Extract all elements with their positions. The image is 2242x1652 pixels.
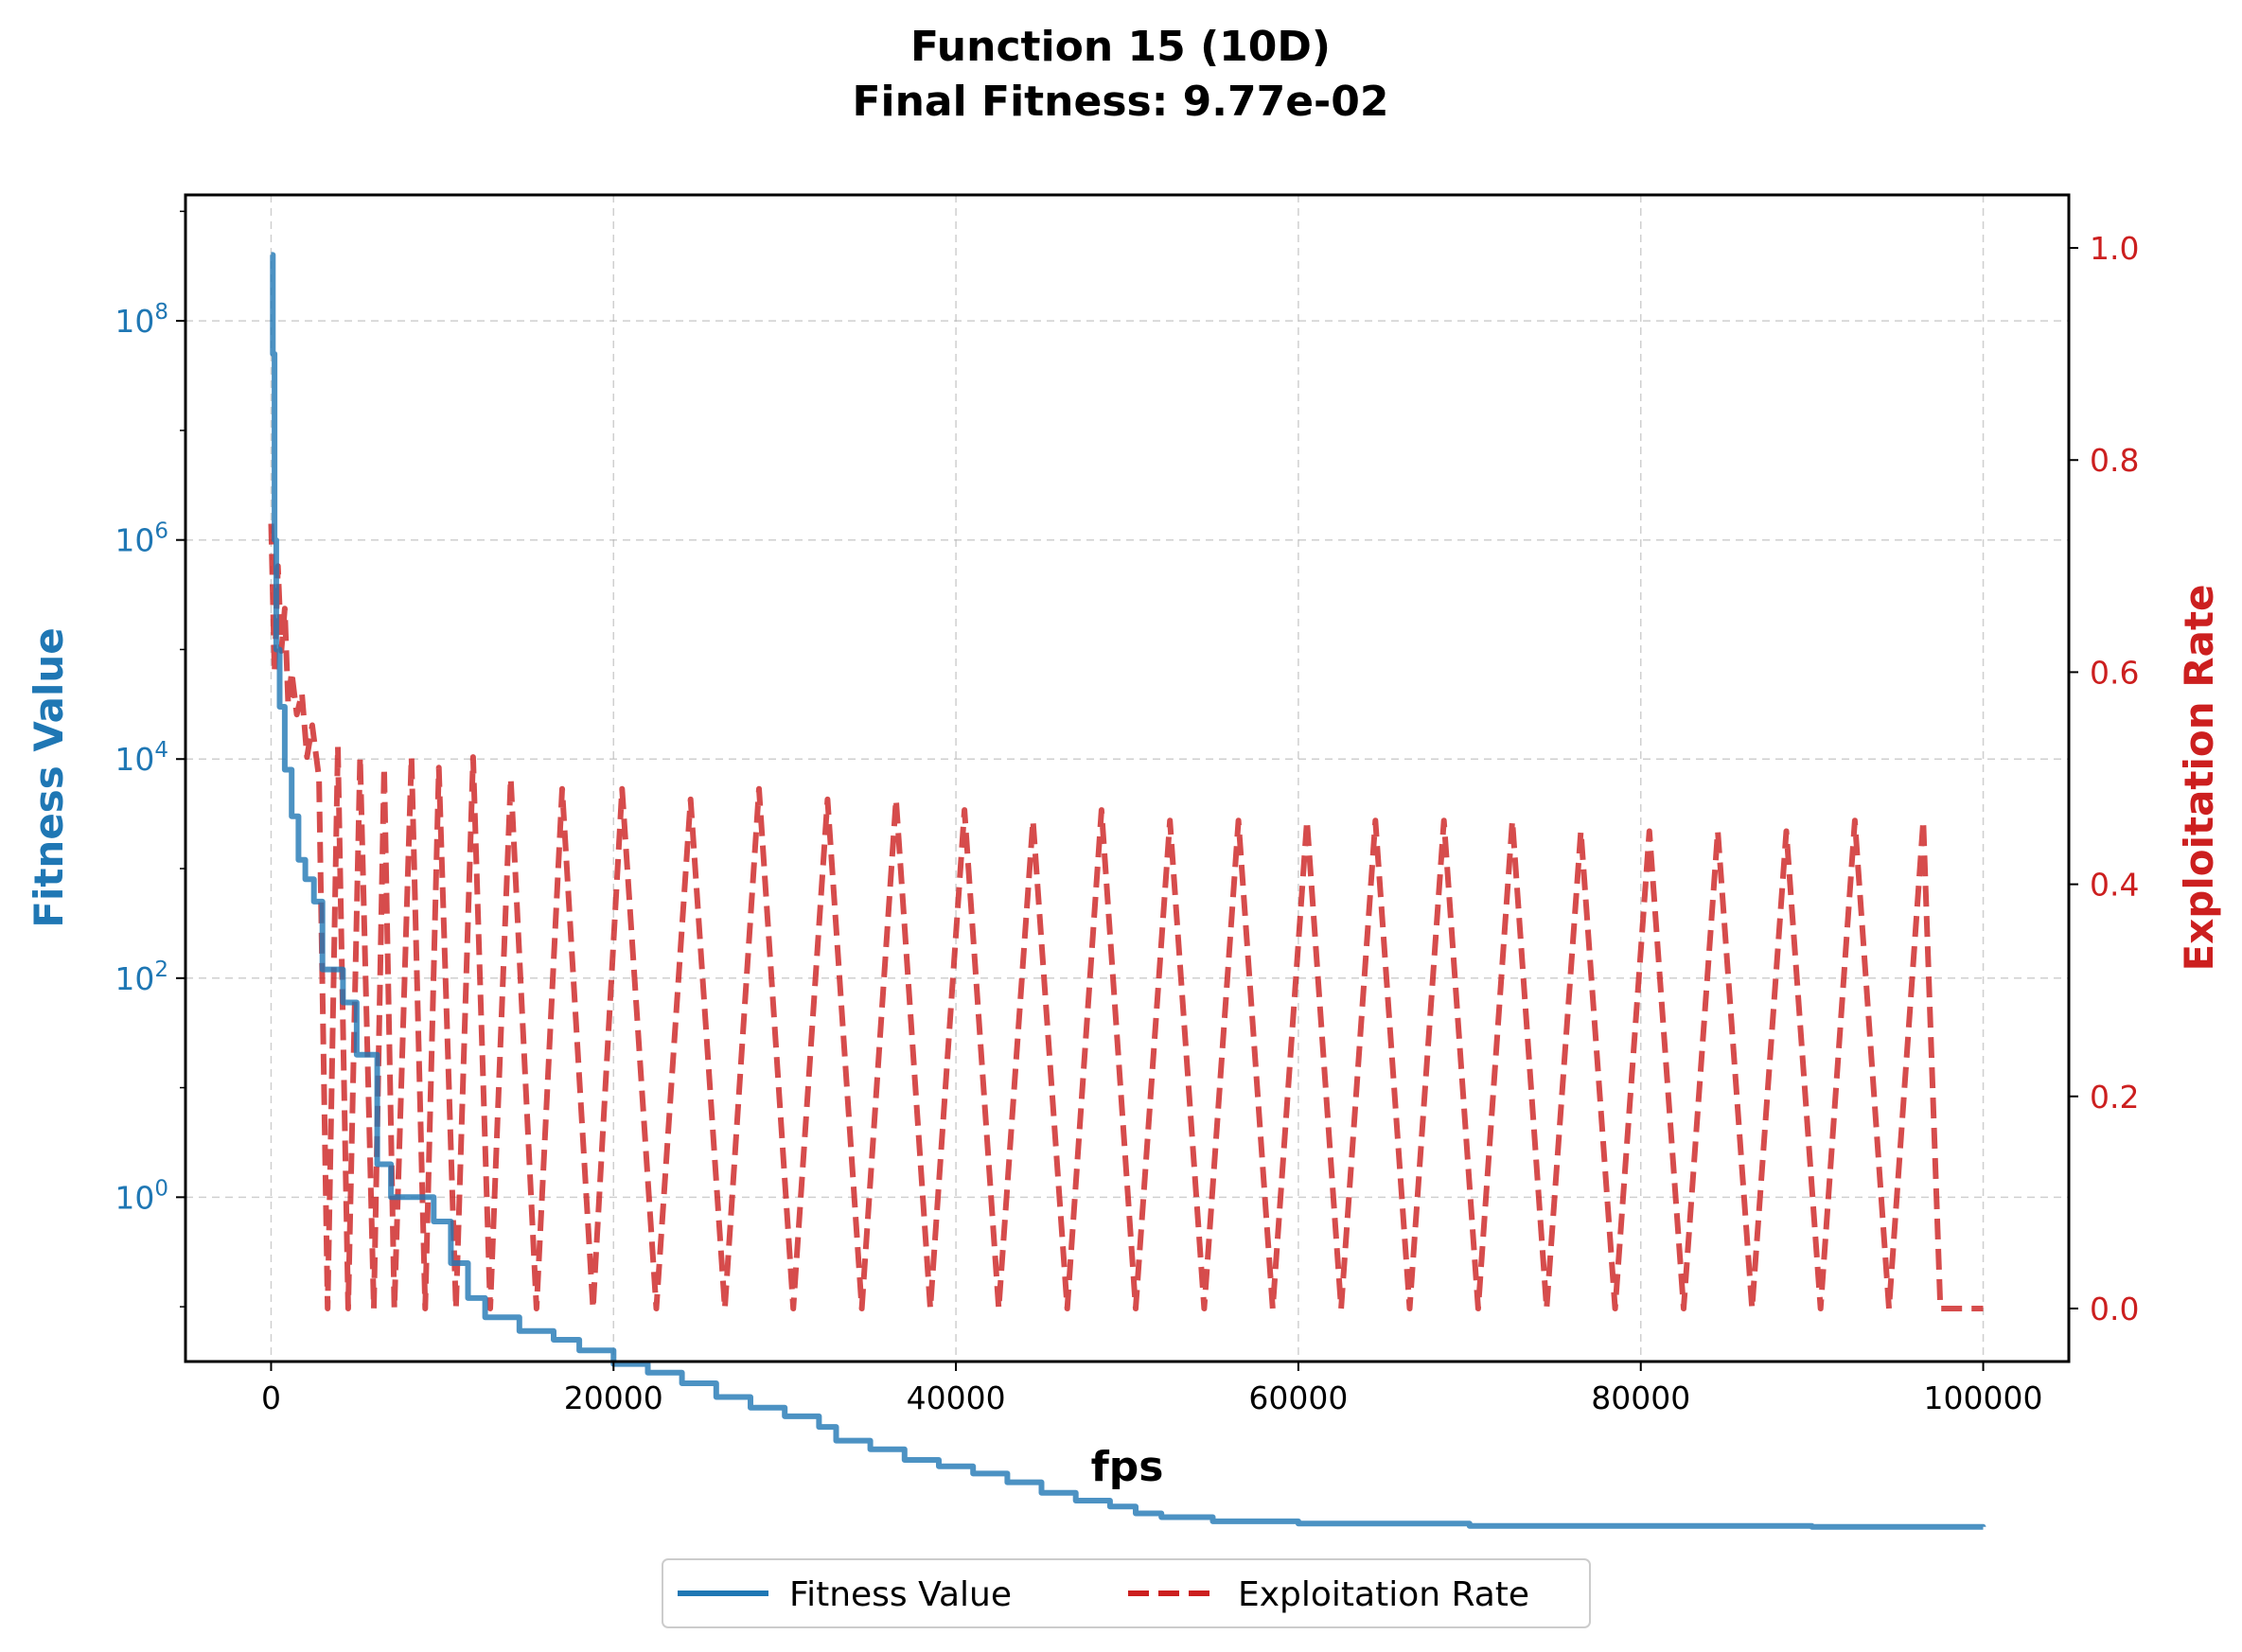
y-left-tick-label: 104 [115, 738, 168, 778]
y-left-tick-label: 108 [115, 300, 168, 340]
x-tick-label: 20000 [564, 1380, 663, 1416]
fitness-value-line [270, 252, 1986, 1530]
y-right-tick-label: 0.4 [2090, 867, 2139, 904]
x-tick-label: 0 [261, 1380, 281, 1416]
y-right-tick-label: 1.0 [2090, 230, 2139, 267]
y-left-tick-label: 102 [115, 958, 168, 997]
x-axis-label: fps [1091, 1443, 1164, 1491]
x-tick-label: 80000 [1591, 1380, 1690, 1416]
legend-exploitation-label: Exploitation Rate [1238, 1575, 1529, 1614]
legend-box [662, 1558, 1591, 1628]
chart-title: Function 15 (10D) [910, 23, 1331, 71]
y-right-tick-label: 0.8 [2090, 442, 2139, 479]
x-tick-label: 40000 [907, 1380, 1006, 1416]
left-y-axis-label: Fitness Value [26, 627, 72, 928]
y-right-tick-label: 0.6 [2090, 654, 2139, 691]
y-left-tick-label: 106 [115, 519, 168, 559]
right-y-axis-label: Exploitation Rate [2176, 584, 2222, 971]
y-right-tick-label: 0.2 [2090, 1079, 2139, 1116]
plot-frame [184, 193, 2071, 1363]
x-tick-label: 100000 [1924, 1380, 2043, 1416]
ticks-layer: 0 20000 40000 60000 80000 100000 100 102 104 106 1… [115, 210, 2139, 1416]
y-right-tick-label: 0.0 [2090, 1291, 2139, 1327]
legend-fitness-label: Fitness Value [789, 1575, 1012, 1614]
exploitation-rate-line [268, 523, 1984, 1311]
chart-subtitle: Final Fitness: 9.77e-02 [852, 78, 1388, 126]
legend: Fitness Value Exploitation Rate [662, 1558, 1591, 1628]
y-left-tick-label: 100 [115, 1176, 168, 1216]
x-tick-label: 60000 [1248, 1380, 1348, 1416]
series-layer [268, 252, 1986, 1530]
